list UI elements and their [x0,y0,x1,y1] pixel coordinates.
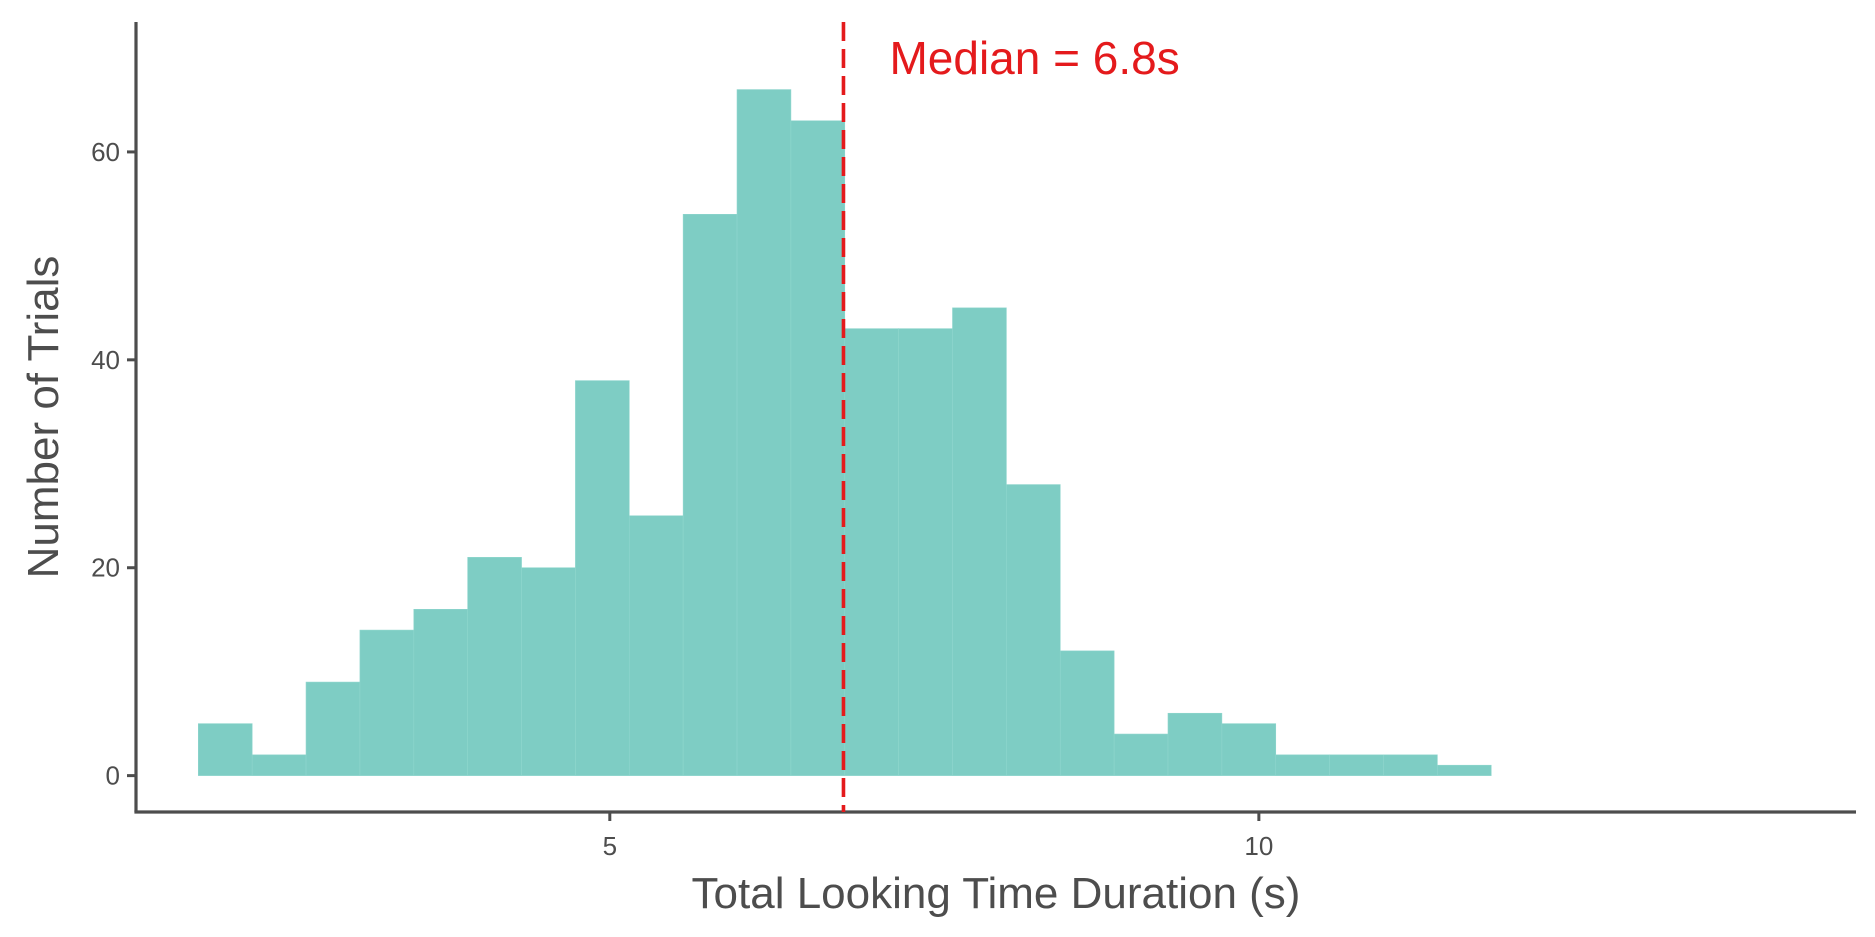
histogram-bar [198,723,253,776]
histogram-bar [1383,754,1438,776]
y-tick-label: 0 [106,761,120,791]
histogram-bar [413,608,468,776]
y-tick-label: 20 [91,553,120,583]
histogram-bars [198,89,1492,776]
histogram-bar [736,89,792,776]
histogram-bar [1167,712,1223,776]
histogram-bar [844,328,899,776]
tick-marks: 0 20 40 60 5 10 [91,137,1273,861]
median-label: Median = 6.8s [889,32,1179,84]
histogram-bar [575,380,630,776]
histogram-bar [359,629,415,776]
x-tick-label: 10 [1244,831,1273,861]
histogram-bar [1221,723,1277,776]
histogram-bar [682,214,738,776]
histogram-bar [467,557,522,776]
histogram-bar [790,120,846,776]
histogram-bar [1275,754,1330,776]
x-axis-title: Total Looking Time Duration (s) [692,869,1301,918]
histogram-bar [898,328,953,776]
y-tick-label: 60 [91,137,120,167]
axes [134,22,1856,814]
histogram-bar [1329,754,1384,776]
histogram-bar [1006,484,1061,776]
histogram-bar [952,307,1007,776]
y-axis-title: Number of Trials [19,256,68,579]
y-tick-label: 40 [91,345,120,375]
histogram-bar [305,681,361,776]
histogram-bar [521,567,576,776]
median-layer: Median = 6.8s [841,22,1180,812]
histogram-bar [1113,733,1169,776]
histogram-bar [251,754,307,776]
x-tick-label: 5 [603,831,617,861]
histogram-bar [1059,650,1115,776]
histogram-bar [628,515,684,776]
histogram-bar [1437,764,1492,776]
